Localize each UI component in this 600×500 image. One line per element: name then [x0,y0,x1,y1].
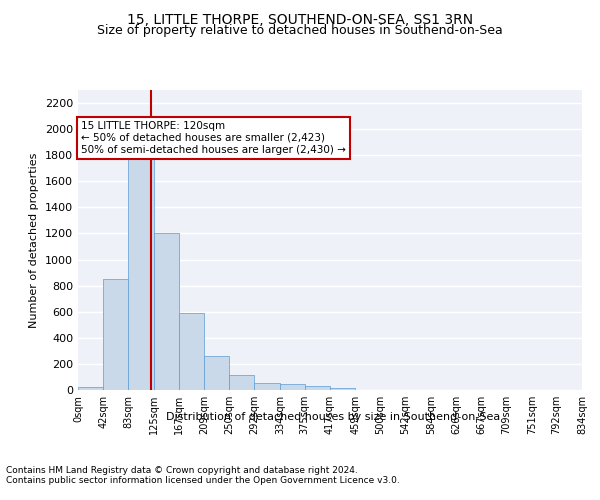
Bar [280,384,305,390]
Text: Contains public sector information licensed under the Open Government Licence v3: Contains public sector information licen… [6,476,400,485]
Text: Distribution of detached houses by size in Southend-on-Sea: Distribution of detached houses by size … [166,412,500,422]
Bar [103,279,128,390]
Text: Contains HM Land Registry data © Crown copyright and database right 2024.: Contains HM Land Registry data © Crown c… [6,466,358,475]
Bar [128,155,154,390]
Text: 15, LITTLE THORPE, SOUTHEND-ON-SEA, SS1 3RN: 15, LITTLE THORPE, SOUTHEND-ON-SEA, SS1 … [127,12,473,26]
Bar [154,234,179,390]
Bar [330,388,355,390]
Bar [254,384,280,390]
Bar [78,386,103,390]
Bar [229,375,254,390]
Bar [305,386,330,390]
Text: Size of property relative to detached houses in Southend-on-Sea: Size of property relative to detached ho… [97,24,503,37]
Text: 15 LITTLE THORPE: 120sqm
← 50% of detached houses are smaller (2,423)
50% of sem: 15 LITTLE THORPE: 120sqm ← 50% of detach… [81,122,346,154]
Bar [179,313,205,390]
Bar [205,356,229,390]
Y-axis label: Number of detached properties: Number of detached properties [29,152,40,328]
